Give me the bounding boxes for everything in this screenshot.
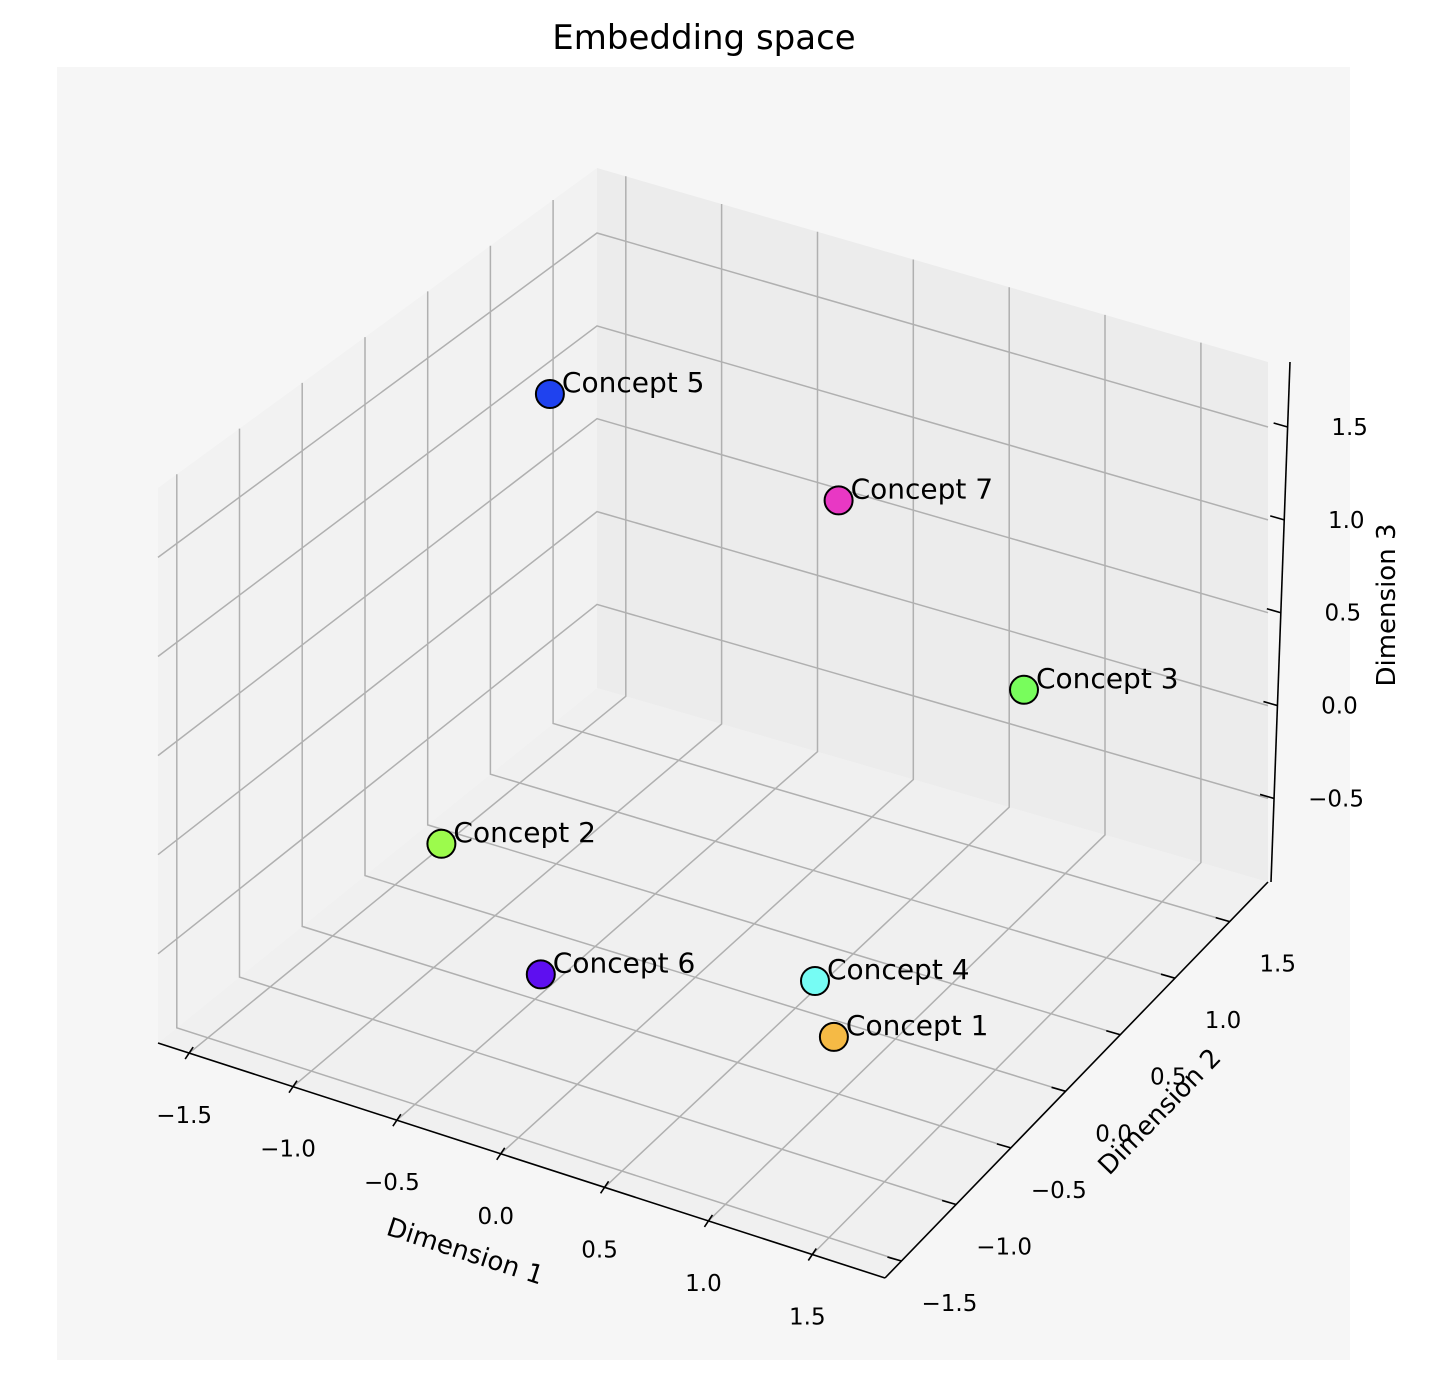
gridline-y: [489, 245, 1176, 979]
point-label: Concept 5: [562, 366, 705, 399]
y-tick: [1106, 1029, 1121, 1036]
y-tick-label: −1.5: [921, 1291, 977, 1317]
gridline-y: [426, 291, 1121, 1036]
x-tick-label: 1.0: [685, 1271, 722, 1297]
z-axis-line: [1270, 361, 1291, 883]
x-tick-label: 1.5: [789, 1305, 826, 1331]
z-tick-label: 1.5: [1331, 415, 1368, 441]
gridline-x: [292, 204, 723, 1088]
point-label: Concept 6: [553, 946, 696, 979]
gridline-z: [157, 232, 1269, 559]
y-tick: [1051, 1086, 1066, 1093]
x-tick: [392, 1113, 402, 1127]
pane-left-wall: [158, 168, 597, 1043]
z-tick-label: 1.0: [1328, 508, 1365, 534]
chart-title: Embedding space: [552, 18, 855, 58]
x-axis-line: [157, 1042, 886, 1279]
gridline-y: [364, 337, 1066, 1093]
x-tick: [288, 1080, 298, 1094]
data-point: [426, 828, 457, 859]
gridlines: [157, 176, 1269, 1262]
z-tick: [1263, 700, 1278, 707]
gridline-y: [238, 428, 957, 1206]
point-label: Concept 3: [1036, 662, 1179, 695]
y-tick-label: −1.0: [976, 1234, 1032, 1260]
data-points: Concept 1 Concept 2 Concept 3 Concept 4 Conc…: [426, 366, 1179, 1052]
gridline-x: [396, 231, 819, 1121]
y-tick: [1160, 973, 1176, 979]
x-tick-label: −1.5: [156, 1103, 212, 1129]
point-label: Concept 7: [851, 472, 994, 505]
z-tick: [1259, 793, 1275, 800]
x-tick-label: −0.5: [364, 1170, 420, 1196]
gridline-x: [811, 342, 1202, 1256]
gridline-z: [157, 603, 1269, 955]
data-point: [823, 485, 854, 516]
data-point: [534, 379, 565, 409]
z-tick: [1266, 607, 1282, 614]
x-tick: [807, 1248, 817, 1261]
z-tick: [1273, 422, 1288, 428]
y-tick-label: 0.0: [1095, 1121, 1132, 1147]
x-tick-label: −1.0: [260, 1137, 316, 1163]
x-tick: [703, 1214, 714, 1228]
z-axis-label: Dimension 3: [1372, 523, 1402, 686]
x-tick-label: 0.5: [581, 1237, 618, 1263]
x-tick-label: 0.0: [477, 1204, 514, 1230]
y-tick-label: 1.5: [1259, 952, 1296, 978]
gridline-y: [552, 200, 1230, 923]
data-point: [1009, 674, 1039, 705]
point-label: Concept 2: [453, 816, 596, 849]
y-tick: [887, 1256, 902, 1262]
z-tick-label: −0.5: [1308, 786, 1364, 812]
z-tick-label: 0.0: [1321, 694, 1358, 720]
gridline-y: [176, 474, 902, 1262]
pane-back-wall: [597, 168, 1268, 882]
gridline-x: [500, 259, 915, 1155]
gridline-z: [157, 417, 1269, 757]
y-tick: [1215, 916, 1230, 923]
gridline-x: [604, 287, 1010, 1188]
gridline-y: [301, 382, 1012, 1149]
y-axis-line: [884, 881, 1269, 1279]
z-tick-label: 0.5: [1325, 601, 1362, 627]
data-point: [818, 1021, 849, 1052]
y-tick: [996, 1143, 1012, 1149]
point-label: Concept 1: [846, 1009, 989, 1042]
data-point: [800, 966, 830, 996]
x-tick: [496, 1147, 506, 1161]
data-point: [525, 959, 556, 990]
y-tick: [941, 1199, 957, 1206]
gridline-x: [188, 176, 627, 1054]
z-tick: [1270, 515, 1285, 521]
y-tick-label: 0.5: [1150, 1065, 1187, 1091]
x-tick: [599, 1180, 610, 1194]
point-label: Concept 4: [827, 953, 970, 986]
x-tick: [184, 1046, 194, 1060]
gridline-z: [157, 325, 1269, 658]
y-tick-label: −0.5: [1031, 1178, 1087, 1204]
y-tick-label: 1.0: [1205, 1008, 1242, 1034]
gridline-x: [707, 314, 1106, 1222]
gridline-z: [157, 510, 1269, 856]
